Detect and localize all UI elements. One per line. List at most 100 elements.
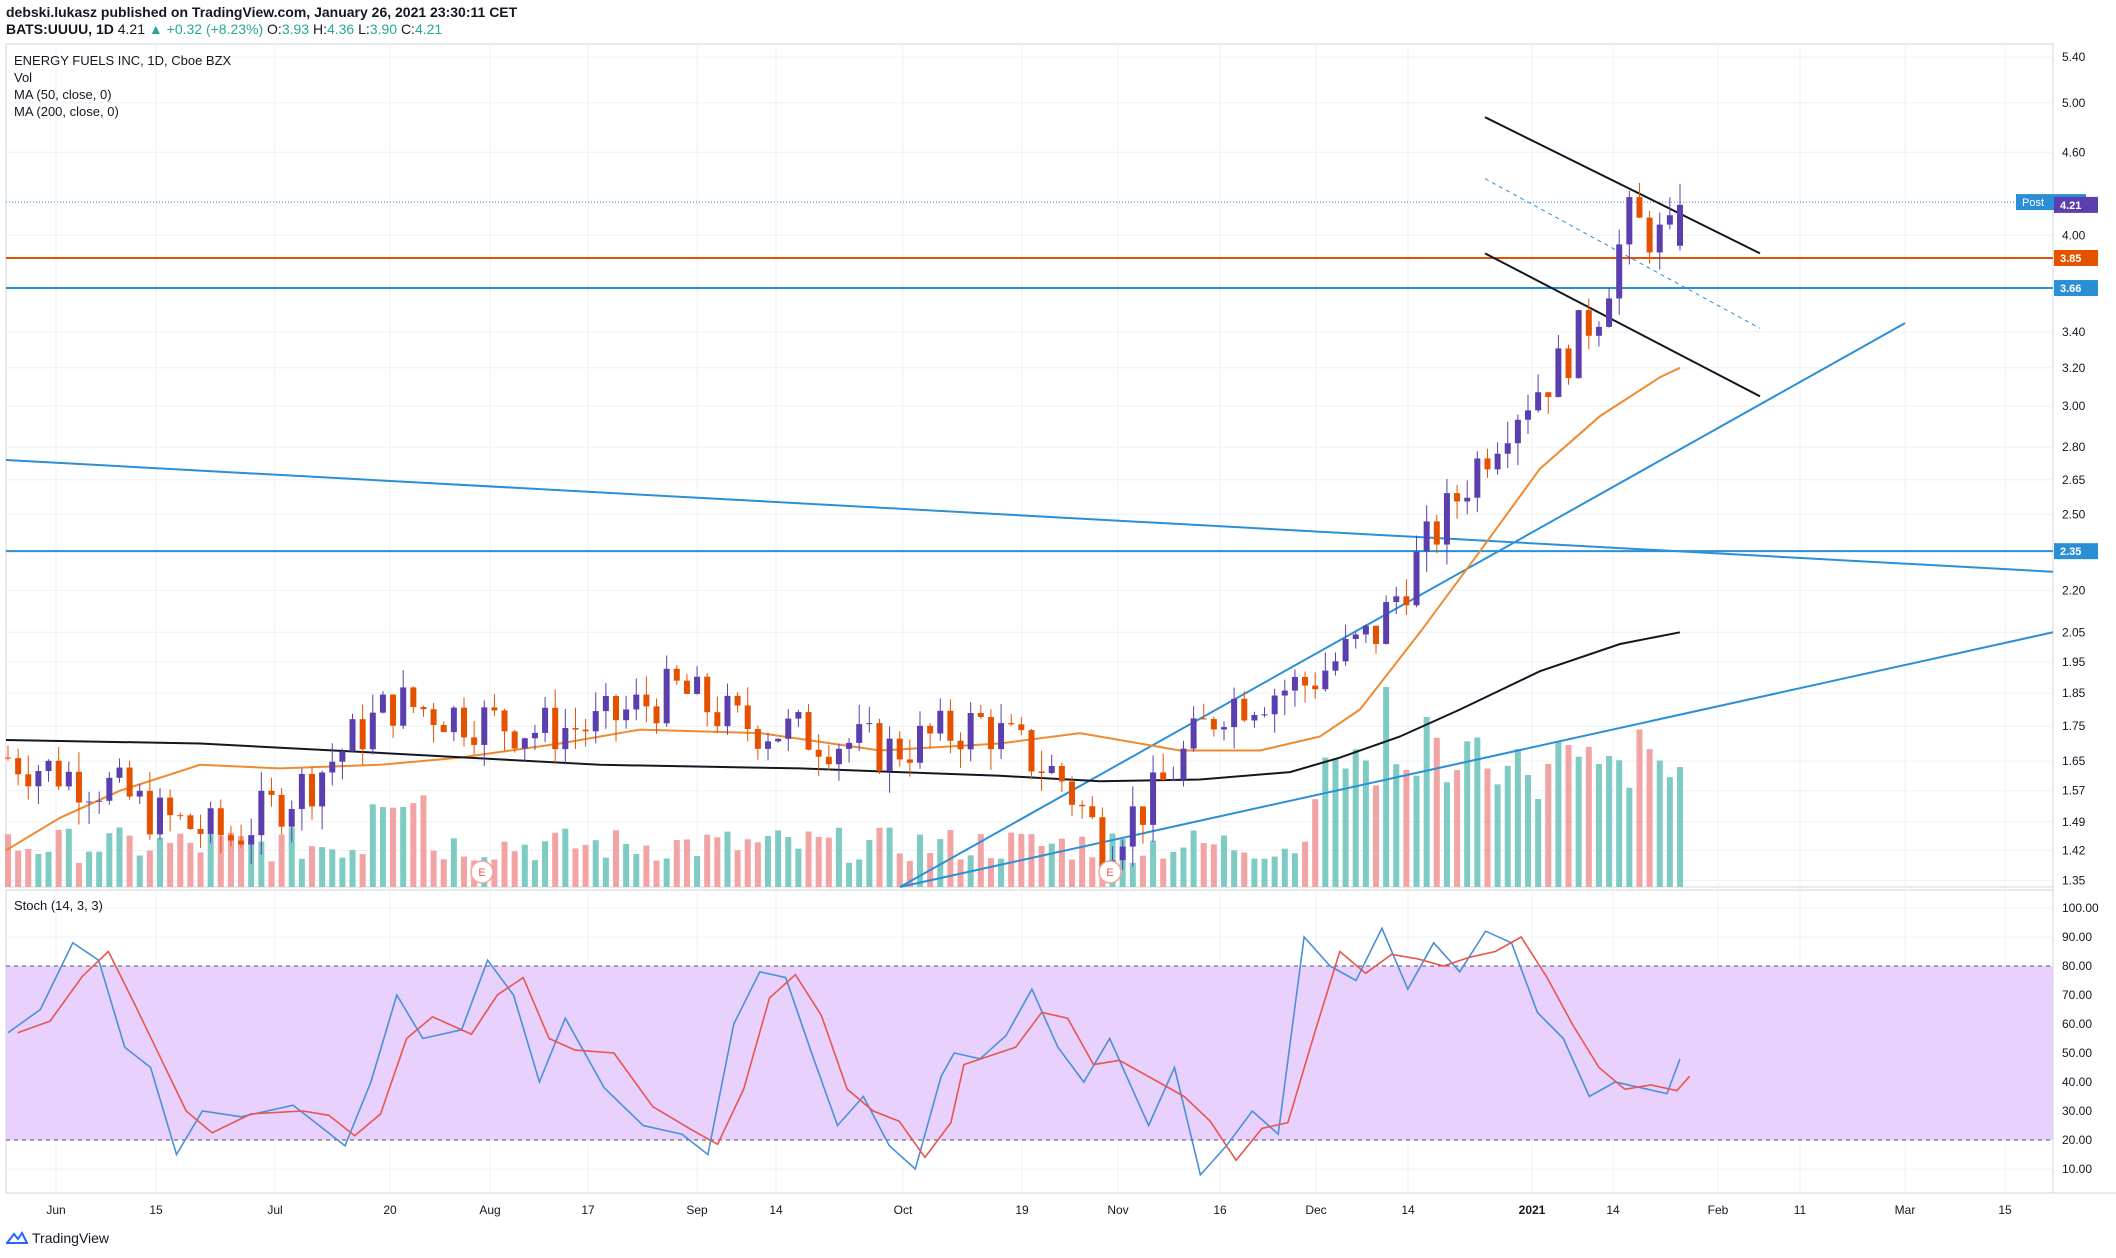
volume-bar bbox=[1352, 749, 1359, 887]
volume-bar bbox=[329, 849, 336, 887]
close-label: C: bbox=[400, 21, 415, 37]
volume-bar bbox=[298, 858, 305, 887]
volume-bar bbox=[511, 851, 518, 887]
price-tick-label: 2.80 bbox=[2062, 440, 2086, 454]
candle-body bbox=[1443, 493, 1450, 545]
candle-body bbox=[653, 706, 660, 724]
trendlines[interactable] bbox=[5, 116, 2054, 888]
candle-body bbox=[744, 705, 751, 729]
volume-bar bbox=[886, 827, 893, 887]
volume-bar bbox=[55, 829, 62, 887]
candle-body bbox=[815, 749, 822, 757]
time-tick-label: 16 bbox=[1213, 1203, 1227, 1217]
price-tick-label: 1.85 bbox=[2062, 686, 2086, 700]
price-axis[interactable]: 5.40 5.00 4.60 4.00 3.40 3.20 3.00 2.80 2.65 2.50… bbox=[2062, 50, 2086, 887]
candle-body bbox=[1525, 410, 1531, 420]
candle-body bbox=[319, 772, 326, 807]
volume-bar bbox=[1443, 782, 1450, 887]
volume-bar bbox=[1423, 717, 1430, 887]
low-label: L: bbox=[358, 21, 370, 37]
volume-bar bbox=[521, 844, 528, 887]
time-axis[interactable]: Jun 15 Jul 20 Aug 17 Sep 14 Oct 19 Nov 16 Dec 14 2021 1… bbox=[46, 1203, 2012, 1217]
publish-header: debski.lukasz published on TradingView.c… bbox=[6, 4, 517, 38]
candle-body bbox=[1089, 806, 1096, 818]
volume-bar bbox=[75, 862, 82, 887]
candlesticks bbox=[5, 182, 1683, 880]
candle-body bbox=[1545, 392, 1552, 398]
volume-bar bbox=[1089, 857, 1096, 887]
candle-body bbox=[785, 718, 792, 739]
volume-bar bbox=[1383, 687, 1390, 887]
volume-bar bbox=[1575, 756, 1582, 887]
volume-bar bbox=[815, 836, 822, 887]
volume-bar bbox=[116, 827, 123, 887]
candle-body bbox=[1170, 779, 1177, 781]
candle-body bbox=[1312, 685, 1319, 690]
volume-bar bbox=[501, 841, 508, 887]
candle-body bbox=[238, 840, 245, 845]
legend-ma200[interactable]: MA (200, close, 0) bbox=[14, 104, 119, 119]
candle-body bbox=[501, 710, 508, 732]
volume-bar bbox=[339, 857, 346, 887]
candle-body bbox=[1058, 766, 1065, 782]
price-tag-bg bbox=[2054, 543, 2098, 560]
candle-body bbox=[1302, 676, 1309, 686]
time-tick-label: Nov bbox=[1107, 1203, 1128, 1217]
price-tick-label: 1.65 bbox=[2062, 754, 2086, 768]
candle-body bbox=[613, 695, 619, 721]
volume-bar bbox=[623, 843, 630, 887]
time-tick-label: Feb bbox=[1708, 1203, 1729, 1217]
candle-body bbox=[55, 760, 62, 787]
candle-body bbox=[1626, 197, 1633, 245]
wedge-upper-line bbox=[1484, 116, 1761, 255]
candle-body bbox=[298, 773, 305, 809]
volume-bar bbox=[25, 849, 32, 887]
volume-bar bbox=[846, 862, 853, 887]
volume-bar bbox=[1312, 799, 1319, 887]
legend-ma50[interactable]: MA (50, close, 0) bbox=[14, 87, 112, 102]
candle-body bbox=[359, 719, 366, 750]
volume-bar bbox=[1393, 764, 1400, 887]
candle-body bbox=[258, 790, 265, 836]
candle-body bbox=[643, 694, 650, 707]
candle-body bbox=[987, 716, 994, 750]
price-tick-label: 2.65 bbox=[2062, 473, 2086, 487]
candle-body bbox=[562, 728, 569, 750]
footer-brand[interactable]: TradingView bbox=[6, 1230, 109, 1246]
legend-title: ENERGY FUELS INC, 1D, Cboe BZX bbox=[14, 53, 232, 68]
candle-body bbox=[1677, 204, 1683, 246]
stoch-legend[interactable]: Stoch (14, 3, 3) bbox=[14, 898, 103, 913]
volume-bar bbox=[582, 844, 589, 887]
candle-body bbox=[1261, 714, 1268, 716]
volume-bar bbox=[1403, 769, 1410, 887]
candle-body bbox=[440, 725, 447, 733]
volume-bar bbox=[866, 840, 873, 887]
volume-bar bbox=[177, 833, 184, 887]
volume-bar bbox=[288, 827, 295, 887]
price-tick-label: 2.20 bbox=[2062, 583, 2086, 597]
candle-body bbox=[602, 695, 609, 712]
candle-body bbox=[765, 741, 771, 749]
candle-body bbox=[369, 712, 376, 750]
stoch-tick-label: 60.00 bbox=[2062, 1017, 2092, 1031]
stoch-axis[interactable]: 100.00 90.00 80.00 70.00 60.00 50.00 40.00 30.0… bbox=[2062, 901, 2099, 1176]
volume-bar bbox=[278, 834, 285, 887]
author-line: debski.lukasz published on TradingView.c… bbox=[6, 4, 518, 20]
stoch-tick-label: 100.00 bbox=[2062, 901, 2099, 915]
volume-bar bbox=[856, 859, 863, 887]
volume-bar bbox=[1636, 729, 1643, 887]
open-label: O: bbox=[267, 21, 282, 37]
last-price: 4.21 bbox=[117, 21, 145, 37]
horizontal-levels[interactable] bbox=[6, 201, 2053, 553]
volume-bar bbox=[1342, 768, 1349, 887]
legend-vol[interactable]: Vol bbox=[14, 70, 33, 85]
candle-body bbox=[1119, 846, 1126, 861]
volume-bar bbox=[359, 853, 366, 887]
candle-body bbox=[410, 687, 417, 708]
volume-bar bbox=[1291, 853, 1298, 887]
price-tag-bg bbox=[2054, 196, 2098, 213]
volume-bar bbox=[349, 850, 356, 887]
earnings-marker-circle bbox=[1098, 860, 1122, 884]
